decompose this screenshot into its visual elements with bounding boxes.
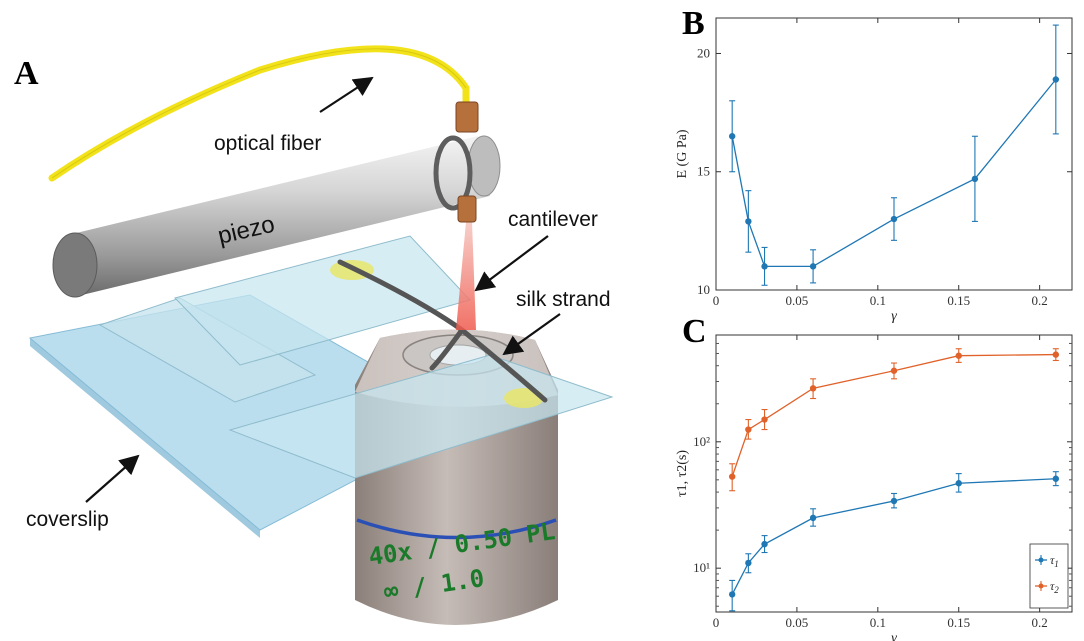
plot-frame xyxy=(715,334,1073,613)
series-1-point xyxy=(728,591,736,598)
y-tick-label: 10 xyxy=(697,282,710,297)
x-tick-label: 0.15 xyxy=(947,293,970,308)
chart-b: 0 0.05 0.1 0.15 0.2 10 15 20 γ E (G Pa) xyxy=(675,17,1073,324)
series-1-point xyxy=(1052,475,1060,482)
series-1-point xyxy=(761,540,768,548)
silk-strand-label: silk strand xyxy=(516,288,611,311)
y-tick-label: 10² xyxy=(693,434,710,449)
y-tick-label: 20 xyxy=(697,45,710,60)
x-axis-label: γ xyxy=(891,309,897,324)
x-tick-label: 0.1 xyxy=(870,293,886,308)
cantilever-label: cantilever xyxy=(508,208,598,231)
series-1-point xyxy=(761,263,768,270)
plot-frame xyxy=(715,17,1073,291)
series-2-point xyxy=(761,416,768,423)
series-1-point xyxy=(745,218,752,225)
series-2-point xyxy=(728,473,736,480)
series-1-point xyxy=(745,559,752,567)
laser-beam xyxy=(456,222,476,330)
chart-c: 0 0.05 0.1 0.15 0.2 10¹ 10² γ τ1, τ2(s) τ1 τ2 xyxy=(675,334,1073,641)
series-2-point xyxy=(809,385,817,392)
series-1-point xyxy=(809,263,817,270)
coverslip-top-left xyxy=(98,297,317,403)
series-2-point xyxy=(1052,351,1060,358)
y-tick-label: 15 xyxy=(697,164,710,179)
series-1-point xyxy=(955,480,962,487)
series-1-point xyxy=(728,133,736,140)
legend-box xyxy=(1029,543,1069,609)
schematic-illustration: 40x / 0.50 PL ∞ / 1.0 piezo xyxy=(14,45,614,625)
x-tick-label: 0.05 xyxy=(786,293,809,308)
series-1-point xyxy=(890,497,898,505)
legend-swatch xyxy=(1038,583,1044,589)
legend-label: τ1 xyxy=(1050,553,1059,569)
y-tick-label: 10¹ xyxy=(693,560,710,575)
y-axis-label: τ1, τ2(s) xyxy=(675,450,690,497)
series-2-point xyxy=(890,367,898,374)
piezo-cylinder: piezo xyxy=(52,135,501,298)
series-2-point xyxy=(745,426,752,433)
series-1-point xyxy=(971,175,979,183)
fiber-holder-top xyxy=(455,101,479,133)
coverslip-bottom-edge xyxy=(30,338,260,538)
coverslip-top-right xyxy=(228,354,614,479)
legend-label: τ2 xyxy=(1050,579,1059,595)
x-tick-label: 0.15 xyxy=(947,615,970,630)
series-1-point xyxy=(890,215,898,223)
x-tick-label: 0.2 xyxy=(1032,615,1048,630)
x-axis-label: γ xyxy=(891,631,897,641)
series-1-point xyxy=(1052,76,1060,83)
series-1-point xyxy=(809,514,817,522)
x-tick-label: 0.1 xyxy=(870,615,886,630)
optical-fiber-label: optical fiber xyxy=(214,132,321,155)
y-axis-label: E (G Pa) xyxy=(675,129,690,178)
x-tick-label: 0.05 xyxy=(786,615,809,630)
legend-swatch xyxy=(1038,557,1044,563)
panel-label-b: B xyxy=(682,5,705,42)
panel-label-a: A xyxy=(14,55,39,92)
x-tick-label: 0 xyxy=(713,293,720,308)
coverslip-label: coverslip xyxy=(26,508,109,531)
x-tick-label: 0.2 xyxy=(1032,293,1048,308)
panel-label-c: C xyxy=(682,313,707,350)
x-tick-label: 0 xyxy=(713,615,720,630)
series-2-point xyxy=(955,352,962,359)
fiber-holder-bottom xyxy=(457,195,477,223)
